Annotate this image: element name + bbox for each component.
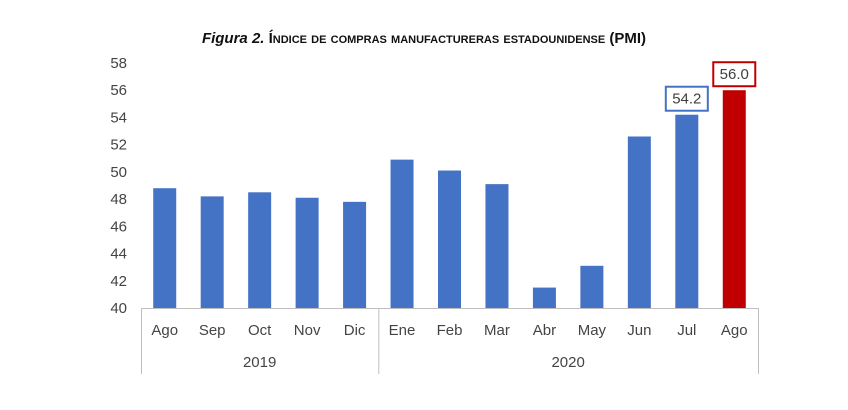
y-tick-label: 42 (110, 273, 127, 290)
x-tick-label: Ago (151, 322, 178, 339)
bar (248, 192, 272, 308)
x-tick-label: Mar (484, 322, 510, 339)
y-tick-label: 54 (110, 109, 127, 126)
x-tick-label: Ago (721, 322, 748, 339)
y-tick-label: 40 (110, 300, 127, 317)
title-suffix: (PMI) (609, 30, 647, 47)
data-label: 56.0 (720, 66, 749, 83)
chart-title: Figura 2. Índice de compras manufacturer… (0, 30, 848, 47)
data-label-box (664, 85, 709, 112)
bar (675, 114, 699, 308)
figure-label: Figura 2. (201, 30, 265, 47)
x-tick-label: Feb (437, 322, 463, 339)
group-label: 2020 (551, 354, 584, 371)
y-tick-label: 46 (110, 218, 127, 235)
x-tick-label: Jul (677, 322, 696, 339)
y-tick-label: 44 (110, 246, 127, 263)
x-tick-label: May (578, 322, 607, 339)
x-tick-label: Nov (294, 322, 321, 339)
bar (580, 265, 604, 308)
bar (153, 188, 177, 308)
bar (295, 197, 319, 308)
y-tick-label: 58 (110, 55, 127, 72)
group-label: 2019 (243, 354, 276, 371)
y-tick-label: 52 (110, 137, 127, 154)
x-tick-label: Jun (627, 322, 651, 339)
y-tick-label: 50 (110, 164, 127, 181)
bar (722, 90, 746, 308)
x-tick-label: Oct (248, 322, 272, 339)
bar (390, 159, 414, 308)
bar (343, 201, 367, 308)
bar (627, 136, 651, 308)
y-tick-label: 56 (110, 82, 127, 99)
x-tick-label: Abr (533, 322, 556, 339)
data-label: 54.2 (672, 91, 701, 108)
bar (532, 287, 556, 308)
data-label-box (712, 61, 757, 88)
bar (438, 170, 461, 308)
bar (200, 196, 224, 308)
title-text: Índice de compras manufactureras estadou… (268, 30, 606, 47)
bar (485, 184, 509, 308)
x-tick-label: Sep (199, 322, 226, 339)
x-tick-label: Ene (389, 322, 416, 339)
x-tick-label: Dic (344, 322, 366, 339)
y-tick-label: 48 (110, 191, 127, 208)
